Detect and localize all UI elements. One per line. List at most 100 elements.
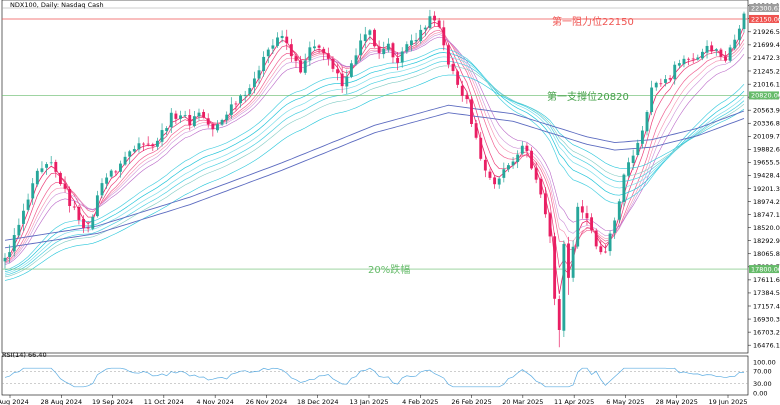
candle-body xyxy=(229,104,233,115)
candle-body xyxy=(410,40,413,46)
ema-line xyxy=(4,25,745,269)
y-tick-label: 17384.50 xyxy=(753,289,780,297)
candle-body xyxy=(696,57,700,60)
candle-body xyxy=(359,40,363,55)
candle-body xyxy=(627,162,630,176)
candle-body xyxy=(216,124,219,131)
candle-body xyxy=(502,169,506,178)
resistance-annotation: 第一阻力位22150 xyxy=(552,15,634,28)
candle-body xyxy=(691,58,695,60)
candle-body xyxy=(419,29,423,41)
candle-body xyxy=(576,206,580,247)
x-tick-label: 18 Dec 2024 xyxy=(297,398,339,405)
candle-body xyxy=(45,164,49,168)
candle-body xyxy=(202,111,206,118)
candle-body xyxy=(539,179,543,195)
candle-body xyxy=(705,45,709,53)
ema-line xyxy=(4,48,745,271)
candle-body xyxy=(313,46,316,49)
candle-body xyxy=(516,154,520,162)
candle-body xyxy=(183,115,187,116)
x-tick-label: 11 Apr 2025 xyxy=(554,398,594,405)
candle-body xyxy=(303,60,307,73)
candle-body xyxy=(728,47,732,61)
y-tick-label: 18520.00 xyxy=(753,224,780,232)
x-tick-label: 26 Feb 2025 xyxy=(451,398,491,405)
candle-body xyxy=(640,130,644,144)
candle-body xyxy=(733,39,737,49)
y-tick-label: 16476.10 xyxy=(753,341,780,349)
x-tick-label: 28 Aug 2024 xyxy=(40,398,82,405)
price-axis: 22380.1022153.3021926.5021699.4021472.30… xyxy=(748,2,780,349)
candle-body xyxy=(373,29,376,47)
candle-body xyxy=(400,51,404,63)
candle-body xyxy=(377,46,381,53)
candle-body xyxy=(682,58,686,65)
candle-body xyxy=(562,244,566,331)
x-tick-label: 19 Jun 2025 xyxy=(708,398,747,405)
candle-body xyxy=(276,37,279,46)
candle-body xyxy=(322,48,326,54)
candle-body xyxy=(289,44,293,57)
candle-body xyxy=(109,170,113,177)
candle-body xyxy=(160,130,164,142)
y-tick-label: 16930.30 xyxy=(753,315,780,323)
candlesticks xyxy=(3,9,746,348)
candle-body xyxy=(336,69,339,74)
x-tick-label: 6 Aug 2024 xyxy=(0,398,29,405)
candle-body xyxy=(423,27,427,30)
candle-body xyxy=(271,45,275,49)
current-price-tag-label: 22300.63 xyxy=(751,4,780,12)
candle-body xyxy=(446,45,450,65)
candle-body xyxy=(664,79,667,83)
candle-body xyxy=(677,63,681,66)
y-tick-label: 19882.60 xyxy=(753,146,780,154)
candle-body xyxy=(49,162,53,164)
candle-body xyxy=(433,15,436,21)
candle-body xyxy=(474,123,478,138)
x-tick-label: 28 May 2025 xyxy=(656,398,698,405)
support-tag xyxy=(749,91,779,100)
candle-body xyxy=(220,119,224,125)
candle-body xyxy=(35,170,39,185)
candle-body xyxy=(12,235,16,252)
candle-body xyxy=(470,99,473,124)
candle-body xyxy=(654,82,658,88)
candle-body xyxy=(119,163,122,172)
resistance-tag-label: 22150.00 xyxy=(751,15,780,23)
candle-body xyxy=(608,233,612,252)
level-lines xyxy=(2,7,748,270)
candle-body xyxy=(386,43,390,50)
candle-body xyxy=(326,53,330,59)
y-tick-label: 18747.10 xyxy=(753,211,780,219)
ema-line xyxy=(4,36,745,265)
candle-body xyxy=(31,183,35,199)
resistance-tag xyxy=(749,14,779,23)
candle-body xyxy=(354,55,358,65)
candle-body xyxy=(331,58,335,69)
y-tick-label: 21472.30 xyxy=(753,54,780,62)
correction-annotation: 20%跌幅 xyxy=(368,263,410,276)
candle-body xyxy=(391,43,395,58)
candle-body xyxy=(72,206,76,208)
y-tick-label: 20109.70 xyxy=(753,133,780,141)
y-tick-label: 19655.50 xyxy=(753,159,780,167)
candle-body xyxy=(40,168,44,172)
candle-body xyxy=(206,118,210,125)
y-tick-label: 16703.20 xyxy=(753,328,780,336)
candle-body xyxy=(737,28,741,40)
y-tick-label: 21245.20 xyxy=(753,67,780,75)
support-annotation: 第一支撐位20820 xyxy=(547,90,629,103)
candle-body xyxy=(567,243,570,278)
candle-body xyxy=(77,206,81,220)
candle-body xyxy=(687,58,691,60)
candle-body xyxy=(548,213,552,237)
candle-body xyxy=(456,71,460,85)
candle-body xyxy=(165,128,169,131)
y-tick-label: 18974.20 xyxy=(753,198,780,206)
ema-line xyxy=(4,74,745,281)
candle-body xyxy=(8,252,12,257)
candle-body xyxy=(58,172,62,185)
time-axis: 6 Aug 2024 28 Aug 2024 19 Sep 2024 11 Oct 2… xyxy=(0,395,748,405)
